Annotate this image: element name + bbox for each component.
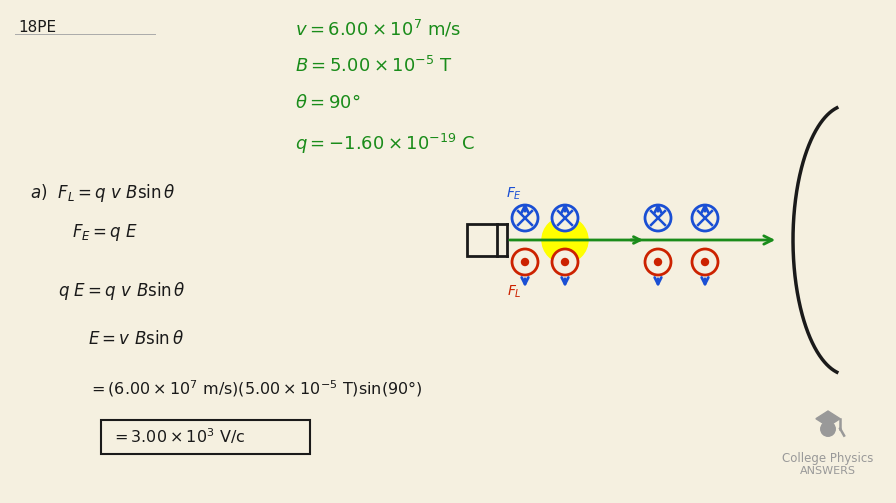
Text: $a)\ \ F_L = q\ v\ B\sin\theta$: $a)\ \ F_L = q\ v\ B\sin\theta$ (30, 182, 176, 204)
Text: $v = 6.00 \times 10^{7}\ \mathrm{m/s}$: $v = 6.00 \times 10^{7}\ \mathrm{m/s}$ (295, 18, 461, 39)
Circle shape (542, 217, 588, 263)
Circle shape (512, 249, 538, 275)
Text: College Physics: College Physics (782, 452, 874, 465)
Circle shape (692, 205, 718, 231)
Text: $B = 5.00 \times 10^{-5}\ \mathrm{T}$: $B = 5.00 \times 10^{-5}\ \mathrm{T}$ (295, 56, 452, 76)
Circle shape (702, 259, 709, 266)
Polygon shape (816, 411, 840, 427)
Circle shape (692, 249, 718, 275)
Circle shape (521, 259, 529, 266)
Text: $q = {-1.60} \times 10^{-19}\ \mathrm{C}$: $q = {-1.60} \times 10^{-19}\ \mathrm{C}… (295, 132, 476, 156)
Text: $= (6.00\times10^{7}\ \mathrm{m/s})(5.00\times10^{-5}\ \mathrm{T})\sin(90°)$: $= (6.00\times10^{7}\ \mathrm{m/s})(5.00… (88, 378, 423, 399)
Text: $= 3.00\times10^{3}\ \mathrm{V/c}$: $= 3.00\times10^{3}\ \mathrm{V/c}$ (111, 426, 246, 446)
Circle shape (645, 205, 671, 231)
Text: $F_L$: $F_L$ (507, 284, 522, 300)
Circle shape (821, 422, 835, 436)
Text: $F_E = q\ E$: $F_E = q\ E$ (72, 222, 138, 243)
Circle shape (645, 249, 671, 275)
FancyBboxPatch shape (101, 420, 310, 454)
Circle shape (552, 205, 578, 231)
Circle shape (562, 259, 568, 266)
Circle shape (654, 259, 661, 266)
Text: 18PE: 18PE (18, 20, 56, 35)
Text: $q\ E = q\ v\ B\sin\theta$: $q\ E = q\ v\ B\sin\theta$ (58, 280, 185, 302)
Text: $E = v\ B\sin\theta$: $E = v\ B\sin\theta$ (88, 330, 184, 348)
Text: $\theta = 90°$: $\theta = 90°$ (295, 94, 360, 112)
Text: ANSWERS: ANSWERS (800, 466, 856, 476)
FancyBboxPatch shape (467, 224, 497, 256)
Circle shape (512, 205, 538, 231)
Circle shape (552, 249, 578, 275)
Text: $F_E$: $F_E$ (506, 186, 522, 202)
